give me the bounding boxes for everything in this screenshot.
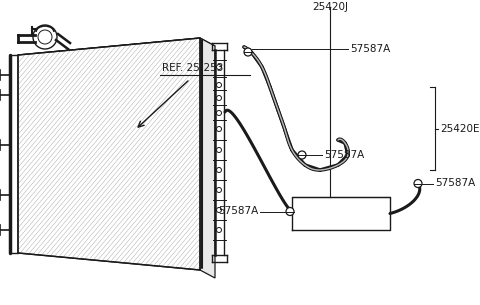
- Circle shape: [244, 48, 252, 56]
- Circle shape: [216, 64, 221, 70]
- Polygon shape: [18, 38, 200, 270]
- Circle shape: [216, 95, 221, 101]
- Circle shape: [216, 188, 221, 192]
- Text: 57587A: 57587A: [324, 150, 364, 160]
- Text: 57587A: 57587A: [350, 44, 390, 54]
- Circle shape: [216, 110, 221, 116]
- Text: 57587A: 57587A: [218, 206, 258, 217]
- Text: REF. 25-253: REF. 25-253: [162, 63, 223, 73]
- Circle shape: [216, 82, 221, 88]
- Circle shape: [298, 151, 306, 159]
- Circle shape: [216, 207, 221, 213]
- Text: 57587A: 57587A: [435, 178, 475, 188]
- Polygon shape: [18, 38, 215, 63]
- Circle shape: [414, 180, 422, 188]
- Polygon shape: [200, 38, 215, 278]
- Circle shape: [33, 25, 57, 49]
- Text: 25420E: 25420E: [440, 124, 480, 134]
- Circle shape: [216, 228, 221, 232]
- Circle shape: [216, 127, 221, 131]
- Circle shape: [286, 207, 294, 216]
- Text: 25420J: 25420J: [312, 2, 348, 12]
- Circle shape: [216, 167, 221, 173]
- Circle shape: [216, 148, 221, 152]
